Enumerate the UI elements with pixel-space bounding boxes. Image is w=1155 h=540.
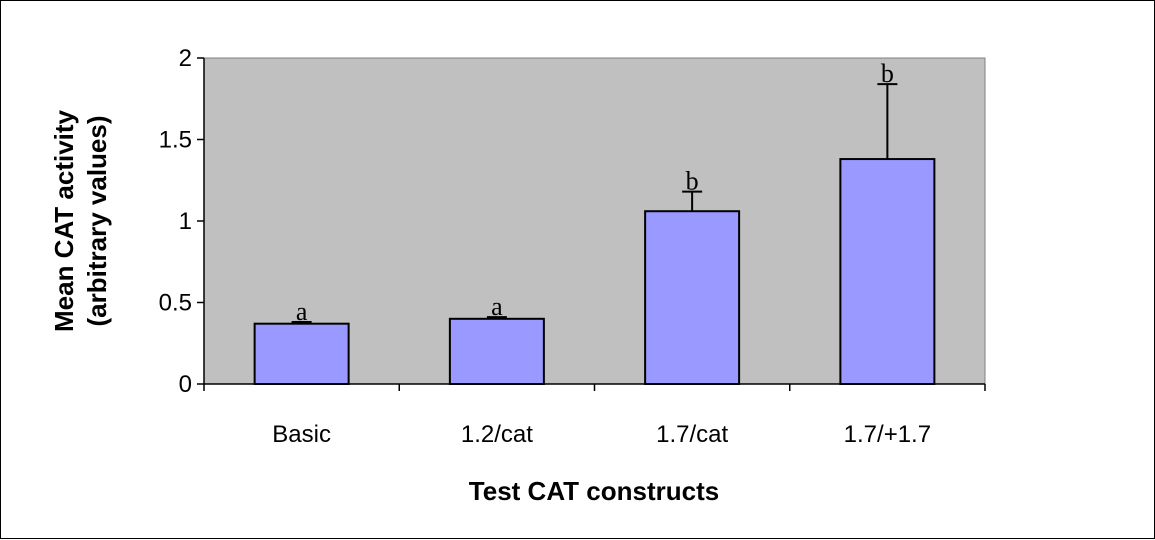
y-tick-label: 1.5 bbox=[159, 127, 192, 154]
y-ticks-layer: 0 0.5 1 1.5 2 bbox=[159, 45, 204, 398]
x-ticks-layer: Basic 1.2/cat 1.7/cat 1.7/+1.7 bbox=[203, 384, 986, 448]
significance-label: a bbox=[491, 292, 503, 321]
bar bbox=[253, 322, 350, 386]
x-tick-label: 1.2/cat bbox=[461, 421, 533, 448]
y-tick-label: 2 bbox=[179, 45, 192, 72]
y-tick-label: 0.5 bbox=[159, 290, 192, 317]
bar bbox=[448, 317, 545, 385]
x-axis-title: Test CAT constructs bbox=[469, 476, 719, 506]
y-axis-title-line-2: (arbitrary values) bbox=[82, 116, 112, 327]
error-bars-layer bbox=[291, 83, 898, 324]
x-tick-label: Basic bbox=[272, 421, 331, 448]
bar bbox=[644, 210, 741, 385]
significance-label: b bbox=[686, 167, 699, 196]
significance-labels-layer: a a b b bbox=[296, 59, 894, 326]
significance-label: b bbox=[881, 59, 894, 88]
y-axis-title-line-1: Mean CAT activity bbox=[49, 109, 79, 332]
y-axis-title: Mean CAT activity (arbitrary values) bbox=[49, 109, 112, 332]
y-tick-label: 1 bbox=[179, 208, 192, 235]
x-tick-label: 1.7/cat bbox=[656, 421, 728, 448]
bar bbox=[839, 158, 936, 385]
y-tick-label: 0 bbox=[179, 371, 192, 398]
significance-label: a bbox=[296, 297, 308, 326]
x-tick-label: 1.7/+1.7 bbox=[844, 421, 931, 448]
